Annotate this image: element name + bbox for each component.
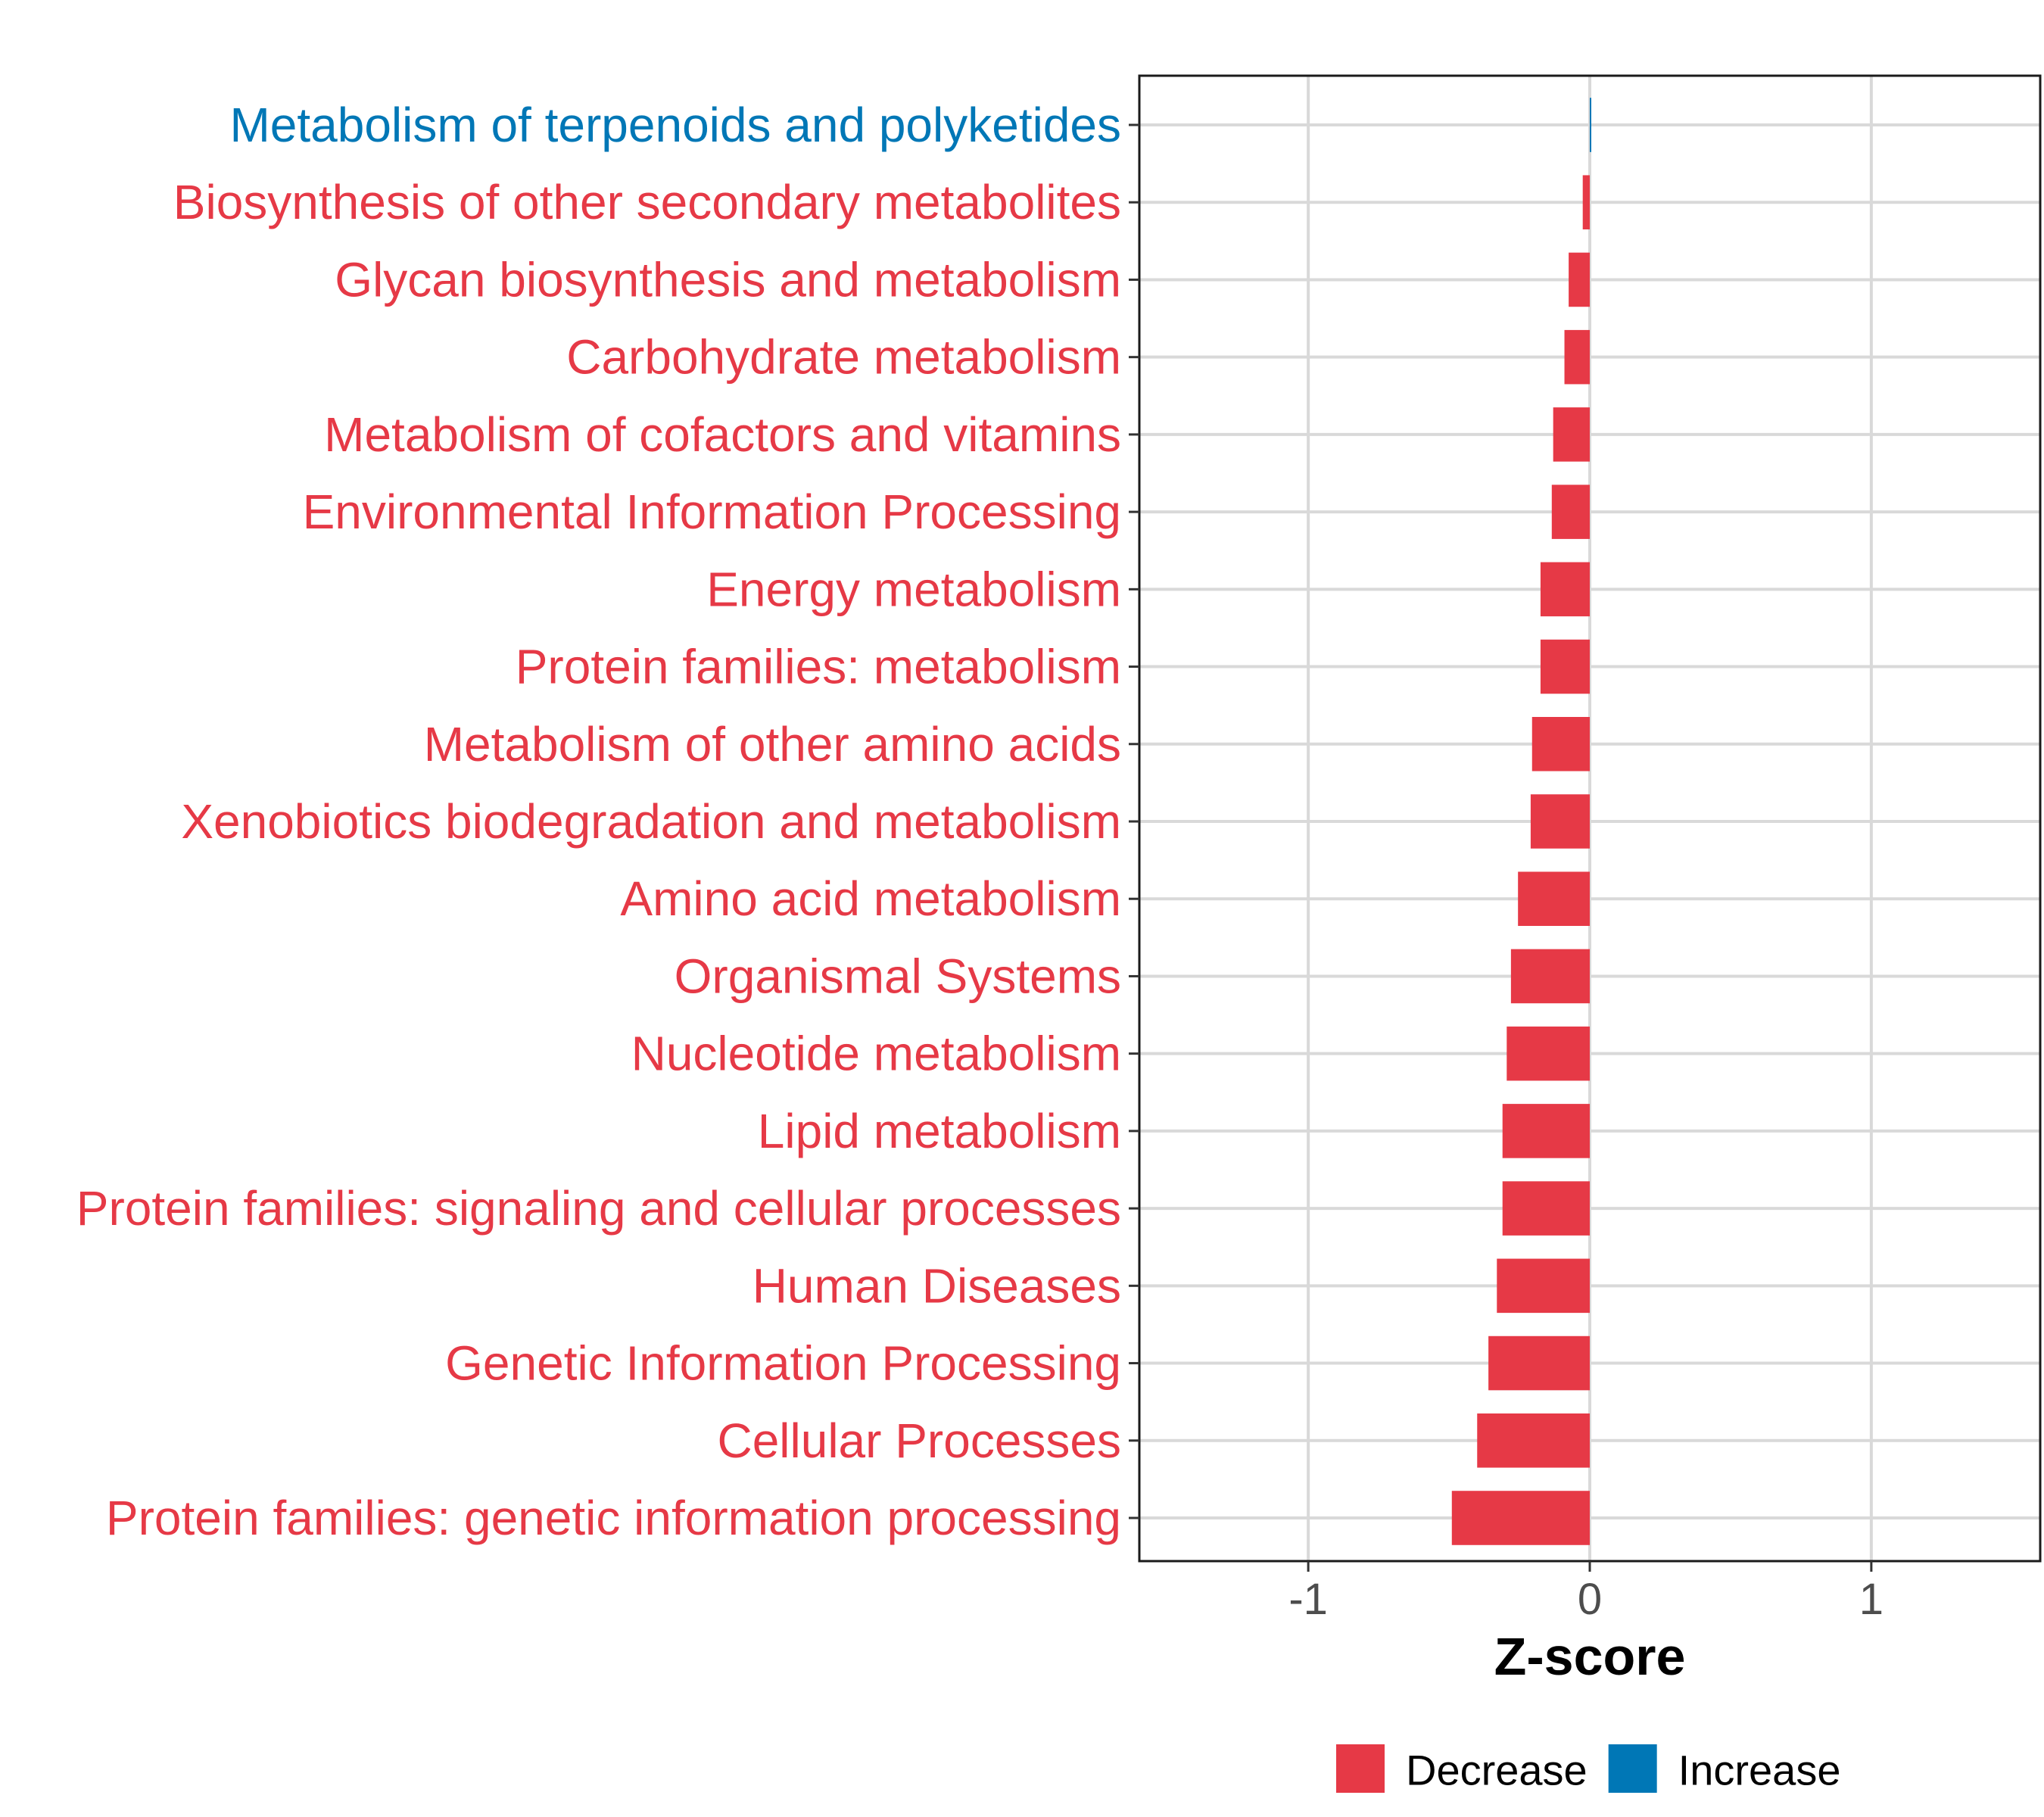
category-label-13: Lipid metabolism (758, 1104, 1121, 1158)
x-tick-label-2: 1 (1859, 1575, 1884, 1624)
bar-1 (1582, 175, 1590, 229)
bar-18 (1451, 1491, 1590, 1545)
bar-2 (1569, 252, 1590, 307)
category-label-2: Glycan biosynthesis and metabolism (335, 252, 1121, 307)
x-tick-label-1: 0 (1578, 1575, 1602, 1624)
bar-13 (1502, 1104, 1590, 1158)
x-tick-label-0: -1 (1288, 1575, 1328, 1624)
category-label-18: Protein families: genetic information pr… (106, 1491, 1121, 1545)
category-label-9: Xenobiotics biodegradation and metabolis… (181, 794, 1121, 849)
bar-17 (1477, 1413, 1590, 1468)
category-label-5: Environmental Information Processing (303, 485, 1121, 539)
bar-15 (1497, 1258, 1590, 1314)
bar-16 (1488, 1335, 1590, 1391)
category-label-6: Energy metabolism (706, 562, 1121, 616)
category-label-16: Genetic Information Processing (445, 1336, 1121, 1391)
legend-label-increase: Increase (1678, 1747, 1841, 1794)
category-label-8: Metabolism of other amino acids (424, 717, 1121, 771)
category-label-0: Metabolism of terpenoids and polyketides (229, 98, 1121, 152)
category-label-11: Organismal Systems (675, 949, 1121, 1003)
bar-3 (1564, 329, 1590, 385)
category-label-4: Metabolism of cofactors and vitamins (324, 407, 1121, 462)
bar-12 (1507, 1026, 1590, 1081)
bar-10 (1518, 871, 1590, 926)
y-axis: Metabolism of terpenoids and polyketides… (76, 98, 1139, 1545)
bar-0 (1590, 98, 1591, 152)
bar-9 (1530, 794, 1590, 849)
bar-4 (1553, 407, 1590, 462)
bar-6 (1540, 562, 1590, 617)
category-label-10: Amino acid metabolism (620, 871, 1121, 926)
legend: Decrease Increase (1336, 1744, 1840, 1794)
bar-14 (1502, 1181, 1590, 1236)
category-label-14: Protein families: signaling and cellular… (76, 1181, 1121, 1236)
bar-11 (1510, 949, 1590, 1004)
bars (1451, 98, 1591, 1545)
category-label-3: Carbohydrate metabolism (566, 330, 1121, 385)
category-label-7: Protein families: metabolism (516, 640, 1121, 694)
category-label-12: Nucleotide metabolism (631, 1027, 1121, 1081)
x-axis: -1 0 1 (1288, 1561, 1884, 1624)
legend-label-decrease: Decrease (1406, 1747, 1588, 1794)
bar-7 (1540, 639, 1590, 694)
legend-swatch-decrease (1336, 1744, 1385, 1793)
bar-8 (1531, 717, 1590, 771)
category-label-17: Cellular Processes (717, 1413, 1121, 1468)
legend-swatch-increase (1608, 1744, 1657, 1793)
x-axis-title: Z-score (1494, 1627, 1686, 1686)
category-label-1: Biosynthesis of other secondary metaboli… (173, 175, 1121, 229)
category-label-15: Human Diseases (752, 1258, 1121, 1313)
bar-5 (1551, 485, 1590, 539)
